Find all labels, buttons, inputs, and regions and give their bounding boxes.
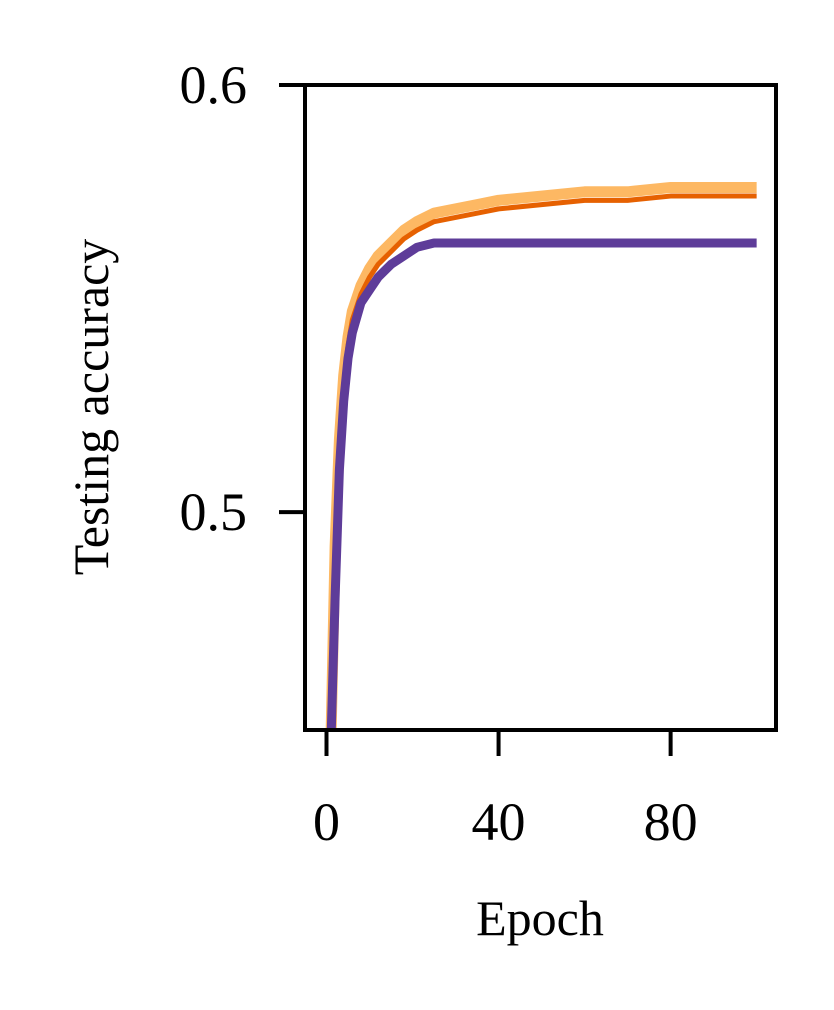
x-tick-label: 80: [644, 792, 698, 852]
x-tick-label: 0: [313, 792, 340, 852]
line-series: [326, 238, 757, 730]
plot-area: [325, 182, 757, 730]
x-axis-label: Epoch: [476, 890, 604, 946]
y-tick-label: 0.6: [180, 55, 248, 115]
frame: [303, 83, 778, 732]
y-tick-label: 0.5: [180, 482, 248, 542]
y-axis-label: Testing accuracy: [63, 239, 119, 576]
line-series: [328, 193, 757, 730]
line-series: [325, 182, 757, 730]
x-tick-label: 40: [472, 792, 526, 852]
